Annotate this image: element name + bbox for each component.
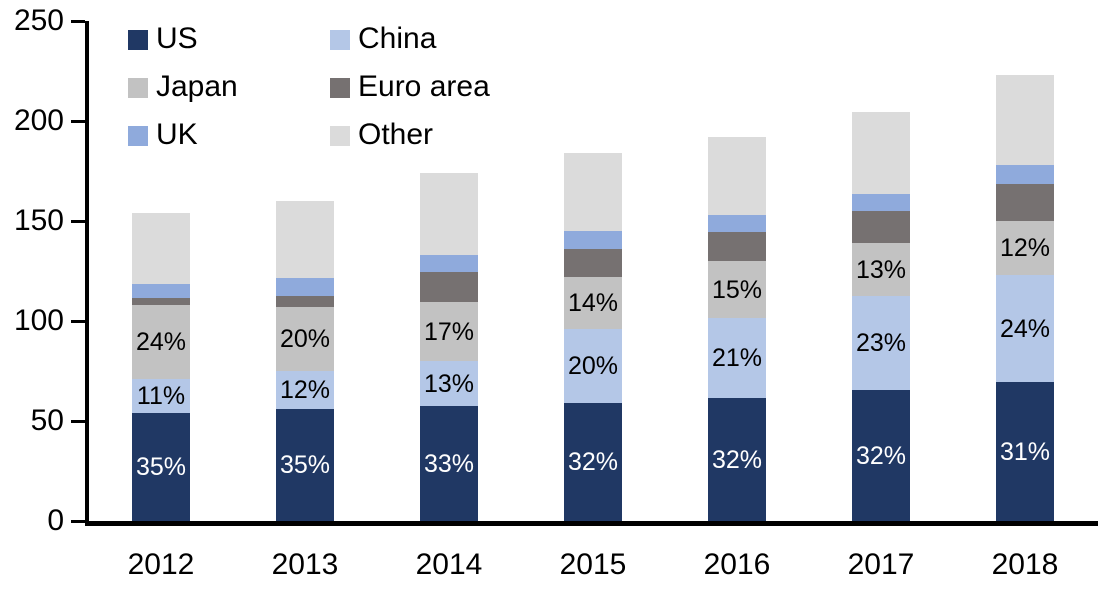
bar-segment-us — [132, 413, 190, 521]
y-axis-tick — [71, 220, 85, 223]
bar-segment-uk — [996, 165, 1054, 184]
bar-segment-us — [420, 406, 478, 521]
y-axis-tick-label: 0 — [47, 504, 64, 537]
x-axis-label-2012: 2012 — [127, 548, 195, 581]
x-axis-baseline — [85, 521, 1098, 526]
bar-segment-euro-area — [852, 211, 910, 243]
bar-segment-uk — [420, 255, 478, 272]
bar-segment-euro-area — [420, 272, 478, 302]
bar-segment-japan — [132, 305, 190, 379]
y-axis-tick-label: 50 — [30, 404, 64, 437]
legend-swatch-uk — [128, 126, 148, 146]
legend-label-japan: Japan — [156, 70, 238, 103]
bar-segment-japan — [996, 221, 1054, 275]
bar-segment-uk — [708, 215, 766, 232]
bar-segment-japan — [708, 261, 766, 318]
bar-segment-other — [420, 173, 478, 255]
x-axis-label-2014: 2014 — [415, 548, 483, 581]
y-axis-tick-label: 150 — [13, 204, 64, 237]
bar-segment-uk — [276, 278, 334, 296]
y-axis-tick — [71, 520, 85, 523]
bar-segment-japan — [564, 277, 622, 329]
legend-label-euro-area: Euro area — [358, 70, 490, 103]
x-axis-label-2015: 2015 — [559, 548, 627, 581]
x-axis-label-2018: 2018 — [991, 548, 1059, 581]
bar-segment-japan — [852, 243, 910, 296]
legend-swatch-other — [330, 126, 350, 146]
y-axis-tick-label: 250 — [13, 4, 64, 37]
bar-segment-us — [564, 403, 622, 521]
bar-segment-euro-area — [276, 296, 334, 307]
y-axis-tick — [71, 420, 85, 423]
legend-swatch-china — [330, 30, 350, 50]
y-axis-tick — [71, 120, 85, 123]
x-axis-label-2013: 2013 — [271, 548, 339, 581]
bar-segment-other — [276, 201, 334, 278]
y-axis-tick — [71, 20, 85, 23]
bar-segment-china — [564, 329, 622, 403]
bar-segment-china — [708, 318, 766, 398]
bar-segment-japan — [420, 302, 478, 361]
y-axis-tick — [71, 320, 85, 323]
bar-segment-uk — [564, 231, 622, 249]
x-axis-label-2017: 2017 — [847, 548, 915, 581]
y-axis-tick-label: 200 — [13, 104, 64, 137]
bar-segment-us — [276, 409, 334, 521]
bar-segment-china — [996, 275, 1054, 382]
bar-segment-uk — [852, 194, 910, 211]
legend-swatch-us — [128, 30, 148, 50]
bar-segment-japan — [276, 307, 334, 371]
bar-segment-euro-area — [996, 184, 1054, 221]
bar-segment-us — [996, 382, 1054, 521]
y-axis-line — [85, 21, 89, 526]
bar-segment-china — [132, 379, 190, 413]
legend-label-uk: UK — [156, 118, 198, 151]
bar-segment-china — [276, 371, 334, 409]
bar-segment-other — [708, 137, 766, 215]
legend-label-china: China — [358, 22, 437, 55]
bar-segment-china — [852, 296, 910, 390]
bar-segment-other — [564, 153, 622, 231]
bar-segment-us — [852, 390, 910, 521]
x-axis-label-2016: 2016 — [703, 548, 771, 581]
legend-label-us: US — [156, 22, 198, 55]
bar-segment-uk — [132, 284, 190, 298]
bar-segment-other — [996, 75, 1054, 165]
legend-swatch-euro-area — [330, 78, 350, 98]
y-axis-tick-label: 100 — [13, 304, 64, 337]
bar-segment-other — [852, 112, 910, 194]
legend-swatch-japan — [128, 78, 148, 98]
legend-label-other: Other — [358, 118, 434, 151]
bar-segment-other — [132, 213, 190, 284]
bar-segment-euro-area — [564, 249, 622, 277]
bar-segment-euro-area — [708, 232, 766, 261]
bar-segment-china — [420, 361, 478, 406]
bar-segment-euro-area — [132, 298, 190, 305]
bar-segment-us — [708, 398, 766, 521]
